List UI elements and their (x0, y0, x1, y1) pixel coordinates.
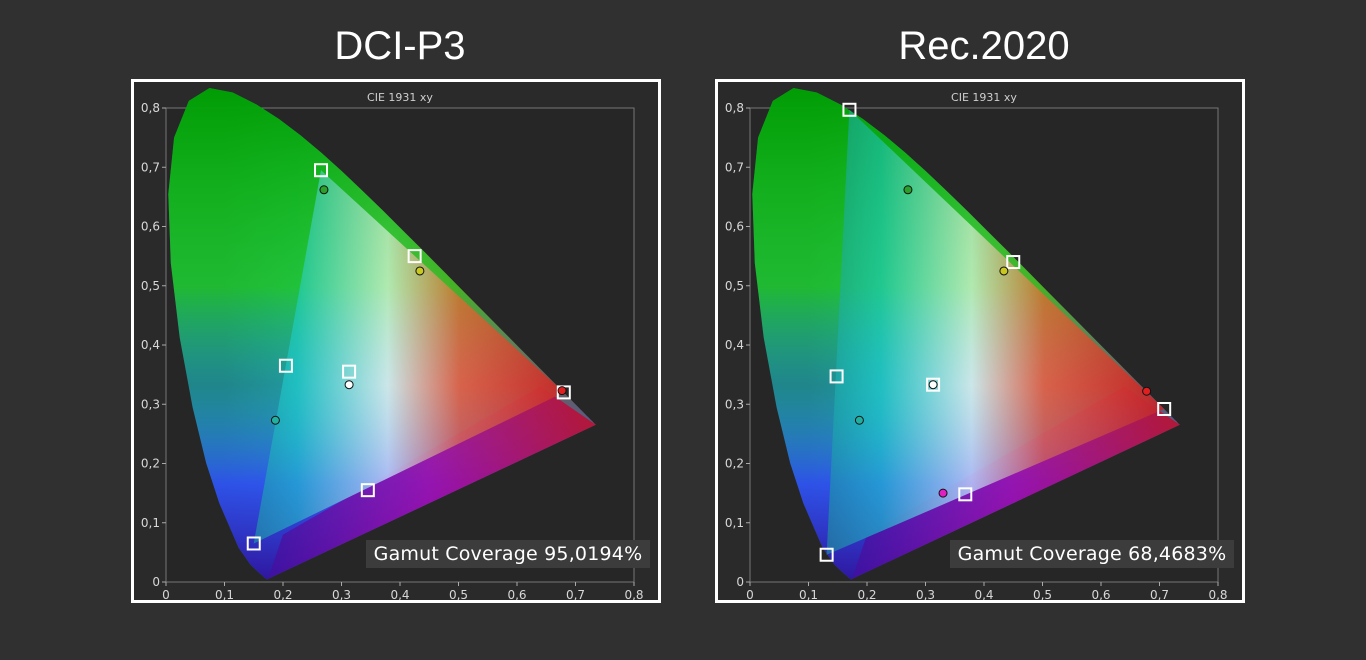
y-tick-label: 0 (736, 575, 744, 589)
chart-title-dci-p3: DCI-P3 (334, 24, 466, 68)
measured-point (557, 386, 567, 396)
gamut-triangle-shade (826, 109, 1165, 555)
measured-point (938, 488, 948, 498)
x-tick-label: 0,3 (916, 588, 935, 600)
x-tick-label: 0,3 (332, 588, 351, 600)
measured-point (319, 185, 329, 195)
measured-point (903, 185, 913, 195)
target-point (958, 487, 973, 502)
x-tick-label: 0,1 (799, 588, 818, 600)
x-tick-label: 0,2 (857, 588, 876, 600)
x-tick-label: 0 (162, 588, 170, 600)
gamut-triangle-shade (253, 170, 564, 544)
y-tick-label: 0,6 (141, 220, 160, 234)
target-point (360, 483, 375, 498)
chart-title-rec2020: Rec.2020 (898, 24, 1070, 68)
x-tick-label: 0 (746, 588, 754, 600)
y-tick-label: 0,4 (725, 338, 744, 352)
y-tick-label: 0,3 (141, 397, 160, 411)
gamut-coverage-label: Gamut Coverage 68,4683% (950, 540, 1234, 568)
measured-point (854, 415, 864, 425)
target-point (407, 249, 422, 264)
y-tick-label: 0,7 (141, 160, 160, 174)
chart-subtitle: CIE 1931 xy (367, 91, 433, 104)
target-point (829, 369, 844, 384)
x-tick-label: 0,5 (449, 588, 468, 600)
target-point (314, 163, 329, 178)
measured-point (928, 380, 938, 390)
target-point (556, 385, 571, 400)
target-point (278, 358, 293, 373)
target-point (819, 547, 834, 562)
measured-point (415, 266, 425, 276)
y-tick-label: 0,8 (725, 101, 744, 115)
chart-subtitle: CIE 1931 xy (951, 91, 1017, 104)
y-tick-label: 0,6 (725, 220, 744, 234)
x-tick-label: 0,8 (624, 588, 643, 600)
x-tick-label: 0,8 (1208, 588, 1227, 600)
x-tick-label: 0,7 (1150, 588, 1169, 600)
cie-chart-svg: CIE 1931 xy 0 0,1 0,2 0,3 0,4 0,5 0,6 0,7 0,8 0 0,1… (725, 88, 1228, 600)
y-tick-label: 0,2 (725, 457, 744, 471)
y-tick-label: 0,1 (725, 516, 744, 530)
y-tick-label: 0,2 (141, 457, 160, 471)
x-tick-label: 0,4 (974, 588, 993, 600)
cie-chart-svg: CIE 1931 xy 0 0,1 0,2 0,3 0,4 0,5 0,6 0,7 0,8 0 0,1… (141, 88, 644, 600)
y-tick-label: 0,3 (725, 397, 744, 411)
x-tick-label: 0,6 (507, 588, 526, 600)
y-tick-label: 0,5 (141, 279, 160, 293)
measured-point (344, 380, 354, 390)
target-point (246, 536, 261, 551)
purple-region (267, 386, 596, 580)
y-tick-label: 0,7 (725, 160, 744, 174)
target-point (342, 364, 357, 379)
measured-point (270, 415, 280, 425)
x-tick-label: 0,2 (273, 588, 292, 600)
measured-point (1142, 386, 1152, 396)
y-tick-label: 0,5 (725, 279, 744, 293)
y-tick-label: 0 (152, 575, 160, 589)
x-tick-label: 0,1 (215, 588, 234, 600)
chart-panel-dci-p3: CIE 1931 xy 0 0,1 0,2 0,3 0,4 0,5 0,6 0,7 0,8 0 0,1… (131, 79, 661, 603)
y-tick-label: 0,4 (141, 338, 160, 352)
gamut-coverage-label: Gamut Coverage 95,0194% (366, 540, 650, 568)
y-tick-label: 0,1 (141, 516, 160, 530)
target-point (842, 102, 857, 117)
x-tick-label: 0,4 (390, 588, 409, 600)
chart-panel-rec2020: CIE 1931 xy 0 0,1 0,2 0,3 0,4 0,5 0,6 0,7 0,8 0 0,1… (715, 79, 1245, 603)
target-point (1006, 255, 1021, 270)
x-tick-label: 0,7 (566, 588, 585, 600)
y-tick-label: 0,8 (141, 101, 160, 115)
target-point (1157, 401, 1172, 416)
measured-point (999, 266, 1009, 276)
x-tick-label: 0,6 (1091, 588, 1110, 600)
target-point (926, 377, 941, 392)
x-tick-label: 0,5 (1033, 588, 1052, 600)
